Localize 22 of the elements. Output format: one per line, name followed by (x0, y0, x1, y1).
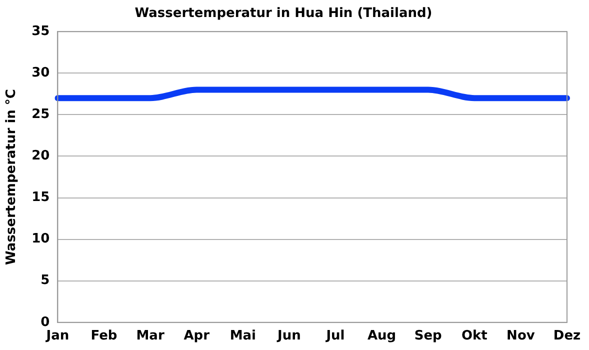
x-tick-label: Jun (276, 328, 301, 344)
x-tick-label: Okt (461, 328, 488, 344)
x-tick-label: Nov (506, 328, 536, 344)
y-tick-label: 0 (40, 314, 50, 330)
x-tick-label: Apr (184, 328, 210, 344)
y-tick-label: 20 (32, 148, 50, 164)
y-tick-label: 5 (40, 273, 50, 288)
x-tick-label: Mar (136, 328, 165, 344)
y-tick-label: 30 (32, 66, 50, 81)
y-tick-label: 10 (32, 232, 50, 247)
x-tick-label: Feb (90, 328, 118, 344)
y-tick-label: 35 (32, 24, 50, 39)
y-tick-label: 15 (32, 190, 50, 206)
y-axis-title: Wassertemperatur in °C (4, 89, 20, 265)
y-tick-label: 25 (32, 107, 50, 122)
x-tick-label: Jan (45, 328, 70, 344)
x-tick-label: Aug (367, 328, 396, 344)
x-tick-label: Mai (230, 328, 256, 344)
x-tick-label: Dez (553, 328, 581, 344)
x-tick-label: Sep (414, 328, 442, 344)
x-tick-label: Jul (325, 328, 345, 344)
chart-title: Wassertemperatur in Hua Hin (Thailand) (134, 6, 432, 22)
